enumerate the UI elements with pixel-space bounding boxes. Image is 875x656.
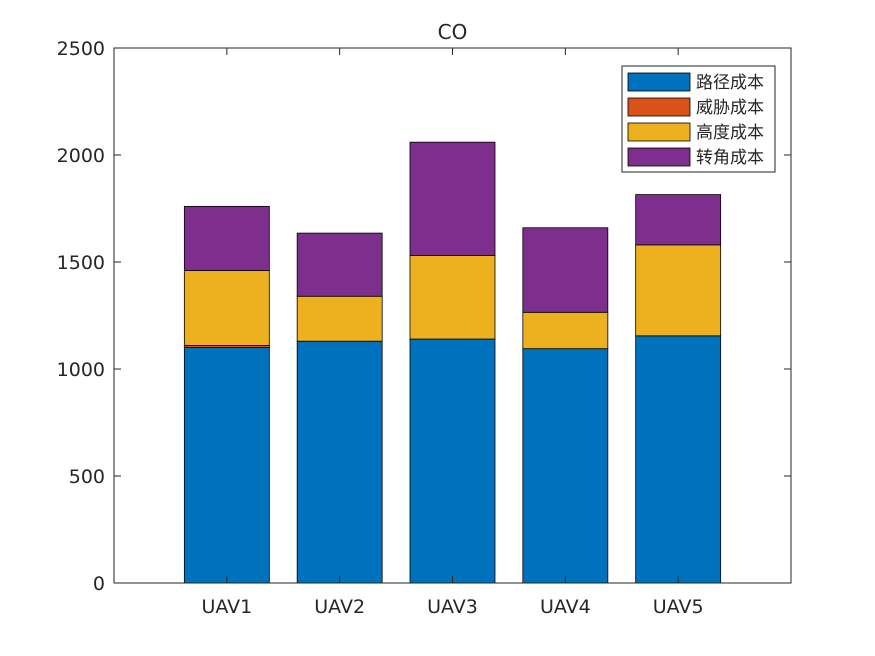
x-tick-label-uav5: UAV5: [653, 596, 704, 618]
bar-segment-uav5-series-4: [635, 194, 722, 246]
bars-group: [183, 141, 722, 584]
y-tick-label: 1000: [57, 359, 105, 381]
legend-label-3: 高度成本: [696, 123, 764, 143]
bar-segment-uav1-series-4: [183, 205, 270, 271]
bar-segment-uav5-series-3: [635, 244, 722, 337]
bar-segment-uav4-series-4: [522, 227, 609, 313]
bar-segment-uav1-series-3: [183, 270, 270, 346]
bar-segment-uav2-series-3: [296, 295, 383, 342]
legend-label-4: 转角成本: [696, 148, 764, 168]
x-tick-label-uav2: UAV2: [314, 596, 365, 618]
chart-title: CO: [438, 20, 468, 44]
legend-label-2: 威胁成本: [696, 98, 764, 118]
bar-segment-uav4-series-1: [522, 348, 609, 584]
legend-swatch-1: [627, 72, 691, 92]
x-tick-label-uav1: UAV1: [201, 596, 252, 618]
bar-segment-uav4-series-3: [522, 311, 609, 350]
bar-segment-uav3-series-4: [409, 141, 496, 256]
y-tick-label: 0: [93, 573, 105, 595]
bar-segment-uav2-series-4: [296, 232, 383, 297]
x-tick-label-uav3: UAV3: [427, 596, 478, 618]
y-tick-label: 2500: [57, 38, 105, 60]
x-tick-label-uav4: UAV4: [540, 596, 591, 618]
bar-segment-uav1-series-1: [183, 347, 270, 584]
y-tick-label: 2000: [57, 145, 105, 167]
y-tick-label: 1500: [57, 252, 105, 274]
axes-group: 0 500 1000 1500 2000 2500 UAV1 UAV2 UAV3 UAV4 UAV5: [57, 38, 792, 618]
legend-swatch-4: [627, 147, 691, 167]
bar-segment-uav5-series-1: [635, 335, 722, 584]
y-tick-label: 500: [69, 466, 105, 488]
bar-segment-uav3-series-1: [409, 338, 496, 584]
legend-label-1: 路径成本: [696, 73, 764, 93]
bar-segment-uav2-series-1: [296, 340, 383, 584]
bar-segment-uav3-series-3: [409, 255, 496, 340]
legend-swatch-2: [627, 97, 691, 117]
legend-swatch-3: [627, 122, 691, 142]
